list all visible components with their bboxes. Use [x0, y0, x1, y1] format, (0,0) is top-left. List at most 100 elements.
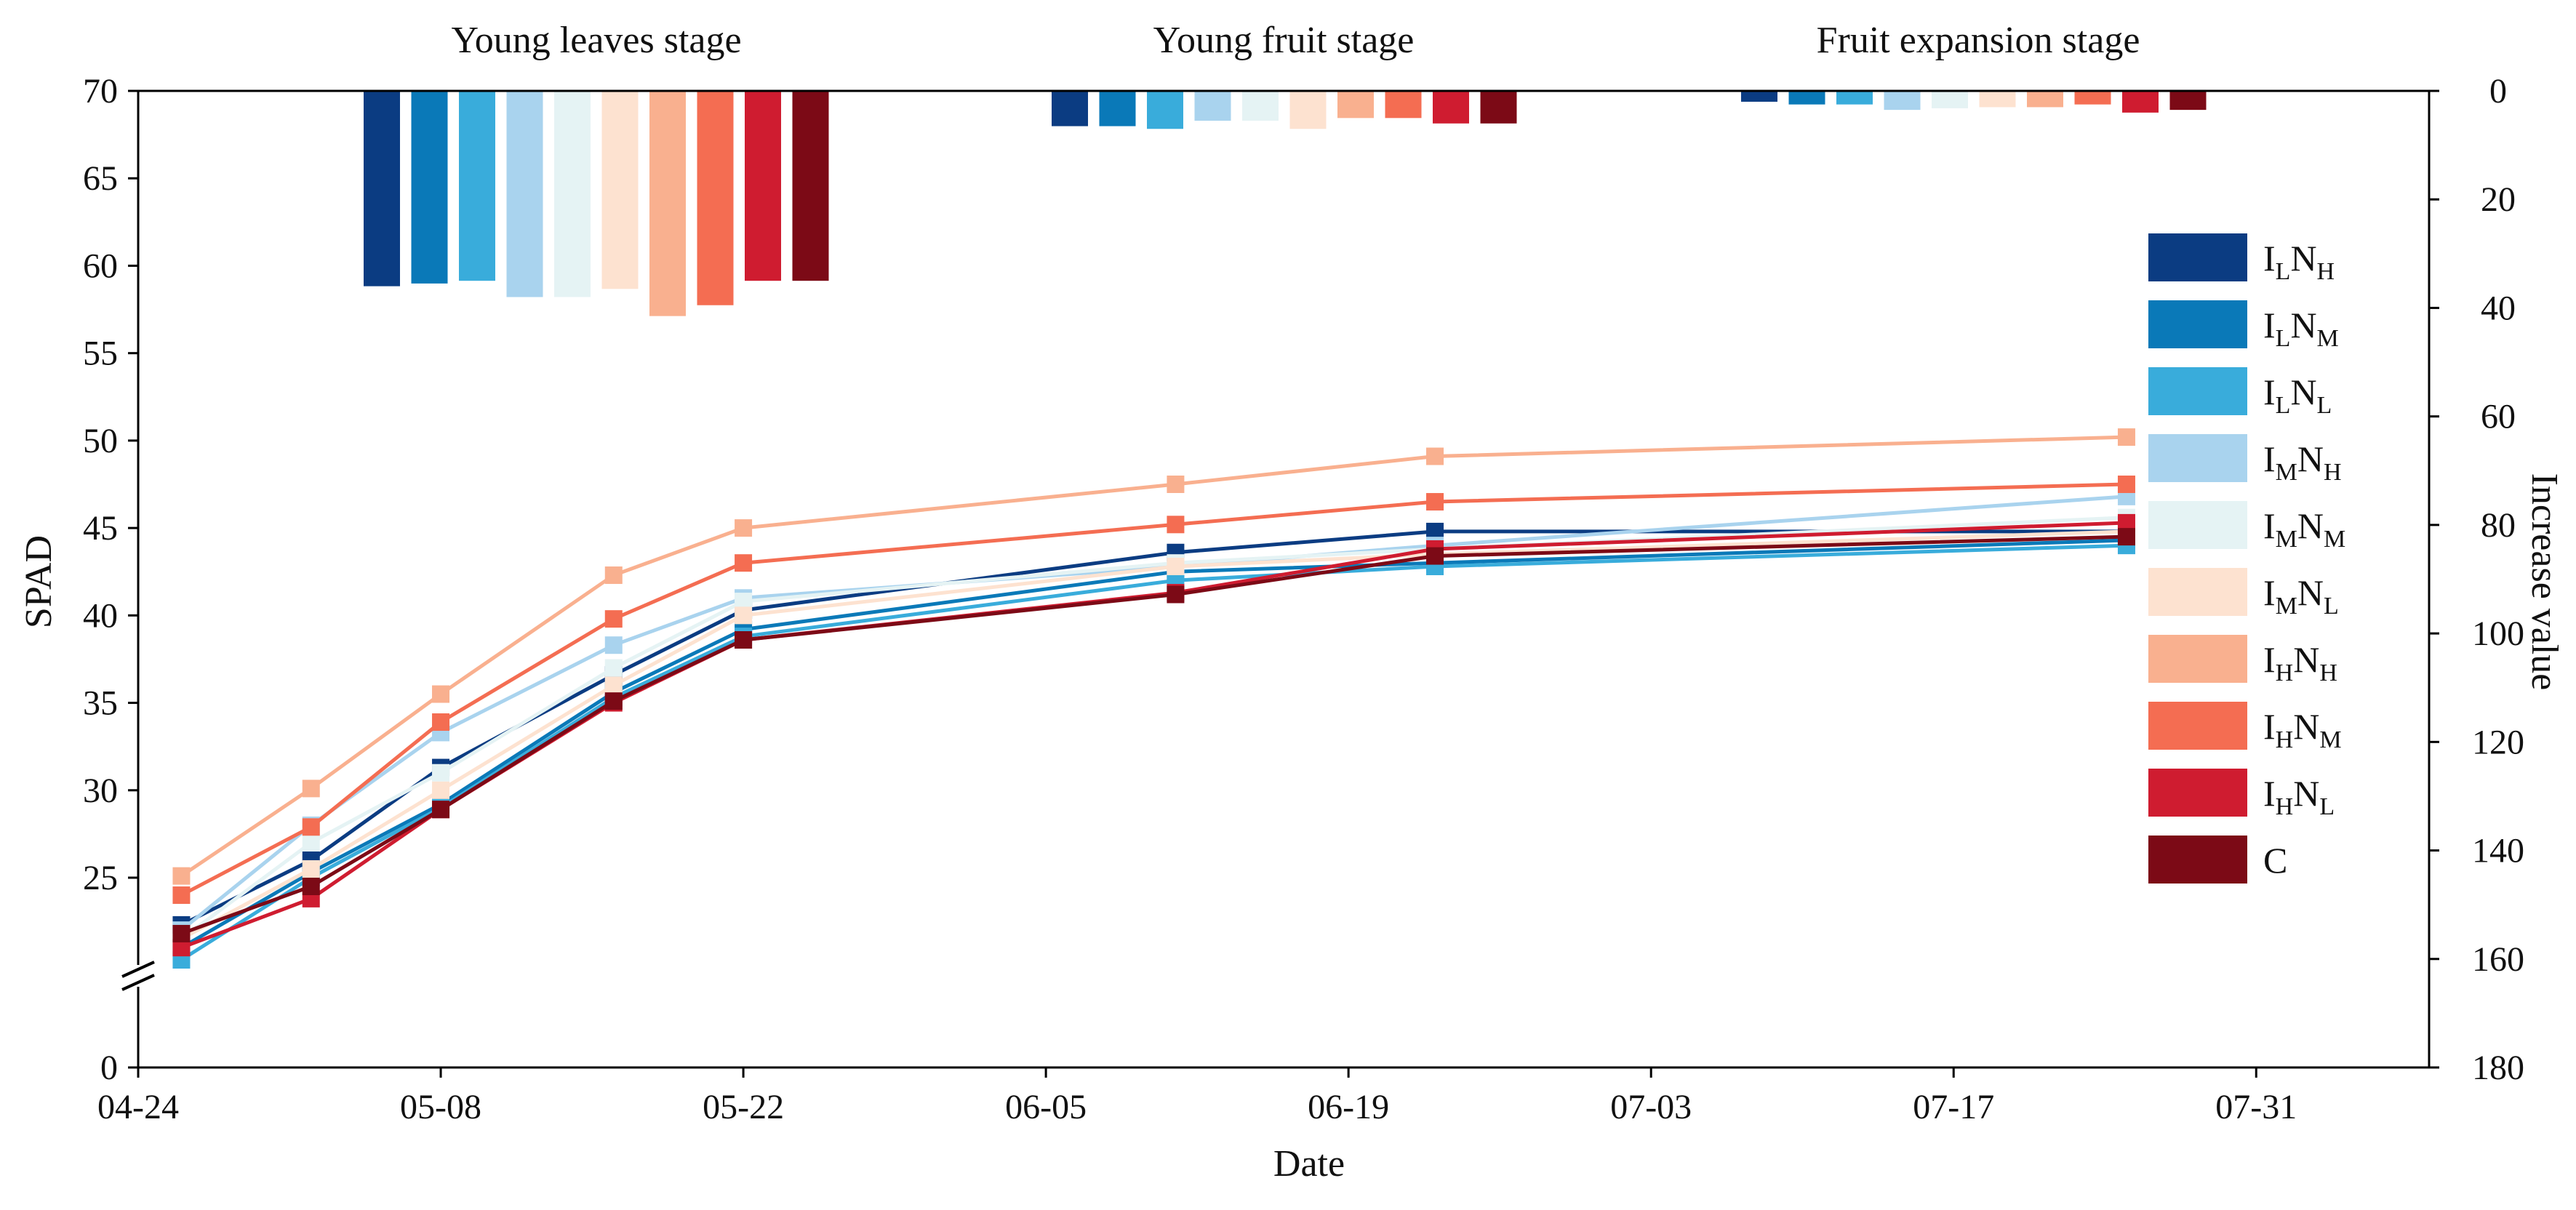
series-line-imnh	[180, 494, 2127, 932]
data-point-c	[2117, 528, 2135, 546]
bar-imnh-stage-2	[1194, 91, 1231, 121]
bar-ilnm-stage-3	[1788, 91, 1825, 105]
bar-imnm-stage-3	[1932, 91, 1968, 108]
x-tick-label: 06-05	[1005, 1088, 1087, 1126]
bar-ihnh-stage-3	[2027, 91, 2063, 108]
x-axis-title: Date	[1273, 1143, 1345, 1185]
series-line-ihnh	[180, 435, 2127, 878]
legend-label-ihnl: IHNL	[2263, 773, 2335, 820]
bar-c-stage-1	[792, 91, 829, 281]
bar-imnm-stage-2	[1242, 91, 1279, 121]
data-point-ihnh	[1426, 447, 1444, 465]
legend-label-imnm: IMNM	[2263, 505, 2345, 553]
y-tick-label: 35	[83, 684, 118, 723]
data-point-c	[172, 924, 191, 942]
data-point-c	[735, 630, 753, 649]
data-point-c	[302, 878, 320, 896]
data-point-ihnh	[735, 519, 753, 537]
bar-ilnh-stage-3	[1741, 91, 1777, 102]
bar-imnl-stage-3	[1979, 91, 2016, 108]
data-point-c	[432, 801, 450, 819]
legend-swatch-ilnl	[2148, 367, 2247, 415]
y2-tick-label: 160	[2472, 940, 2524, 979]
y-tick-label: 0	[100, 1049, 118, 1087]
data-point-ihnh	[1167, 476, 1185, 493]
y-tick-label: 65	[83, 159, 118, 198]
y2-tick-label: 0	[2489, 72, 2507, 111]
series-line-ihnl	[180, 521, 2127, 950]
y2-tick-label: 180	[2472, 1049, 2524, 1087]
data-point-c	[1167, 585, 1185, 604]
bar-c-stage-2	[1480, 91, 1517, 124]
legend-label-imnh: IMNH	[2263, 438, 2342, 486]
bar-ilnl-stage-2	[1147, 91, 1183, 129]
data-point-ihnm	[2117, 476, 2135, 493]
y-tick-label: 50	[83, 422, 118, 460]
y-tick-label: 70	[83, 72, 118, 111]
legend-label-imnl: IMNL	[2263, 572, 2339, 620]
y2-tick-label: 120	[2472, 723, 2524, 761]
frame-layer	[121, 89, 2439, 1078]
bar-ihnl-stage-3	[2122, 91, 2159, 113]
data-point-ihnm	[1426, 493, 1444, 511]
data-point-ihnm	[172, 886, 191, 905]
stage-label: Fruit expansion stage	[1817, 20, 2140, 61]
x-tick-label: 07-31	[2215, 1088, 2297, 1126]
series-line-ihnm	[180, 482, 2127, 897]
series-line-ilnl	[180, 543, 2127, 962]
bar-imnl-stage-1	[601, 91, 639, 289]
bar-ilnh-stage-2	[1052, 91, 1088, 127]
legend-swatch-c	[2148, 836, 2247, 884]
y2-tick-label: 40	[2481, 289, 2516, 327]
legend-label-ihnm: IHNM	[2263, 706, 2342, 753]
data-point-imnl	[735, 606, 753, 625]
data-point-imnh	[604, 636, 623, 654]
legend-label-ilnh: ILNH	[2263, 238, 2335, 285]
bar-ilnh-stage-1	[364, 91, 400, 287]
data-point-imnm	[735, 593, 753, 611]
bar-imnh-stage-3	[1884, 91, 1921, 111]
data-point-imnl	[1167, 558, 1185, 576]
legend-swatch-ihnl	[2148, 769, 2247, 817]
lines-layer	[172, 428, 2135, 969]
data-point-ihnh	[432, 685, 450, 703]
data-point-c	[604, 692, 623, 710]
y-axis-title: SPAD	[18, 535, 60, 628]
y2-tick-label: 20	[2481, 180, 2516, 219]
bar-imnl-stage-2	[1289, 91, 1327, 129]
data-point-ihnm	[432, 713, 450, 732]
legend-swatch-ilnh	[2148, 233, 2247, 281]
y2-tick-label: 100	[2472, 614, 2524, 653]
bars-layer	[364, 91, 2207, 316]
y-tick-label: 40	[83, 596, 118, 635]
y-tick-label: 30	[83, 772, 118, 810]
x-tick-label: 07-17	[1913, 1088, 1994, 1126]
series-line-ilnh	[180, 529, 2127, 927]
bar-ihnl-stage-1	[745, 91, 781, 281]
data-point-ihnm	[302, 818, 320, 836]
bar-ihnm-stage-3	[2074, 91, 2111, 105]
x-tick-label: 04-24	[97, 1088, 179, 1126]
data-point-ihnh	[302, 780, 320, 798]
bar-ihnh-stage-1	[649, 91, 686, 316]
y2-tick-label: 60	[2481, 398, 2516, 436]
data-point-ihnh	[172, 867, 191, 885]
data-point-ihnh	[2117, 428, 2135, 446]
legend-swatch-imnm	[2148, 501, 2247, 549]
y-tick-label: 45	[83, 509, 118, 548]
legend-label-ilnl: ILNL	[2263, 372, 2332, 419]
x-tick-label: 05-22	[703, 1088, 784, 1126]
y-axis-break-mark	[121, 974, 155, 991]
data-point-ihnm	[1167, 516, 1185, 534]
bar-ilnm-stage-2	[1099, 91, 1136, 127]
y-tick-label: 55	[83, 334, 118, 373]
bar-imnh-stage-1	[506, 91, 543, 297]
y-tick-label: 60	[83, 247, 118, 285]
legend-swatch-ihnm	[2148, 702, 2247, 750]
data-point-imnl	[432, 781, 450, 799]
bar-ihnh-stage-2	[1337, 91, 1374, 119]
data-point-ihnh	[604, 566, 623, 585]
bar-ilnl-stage-1	[459, 91, 495, 281]
